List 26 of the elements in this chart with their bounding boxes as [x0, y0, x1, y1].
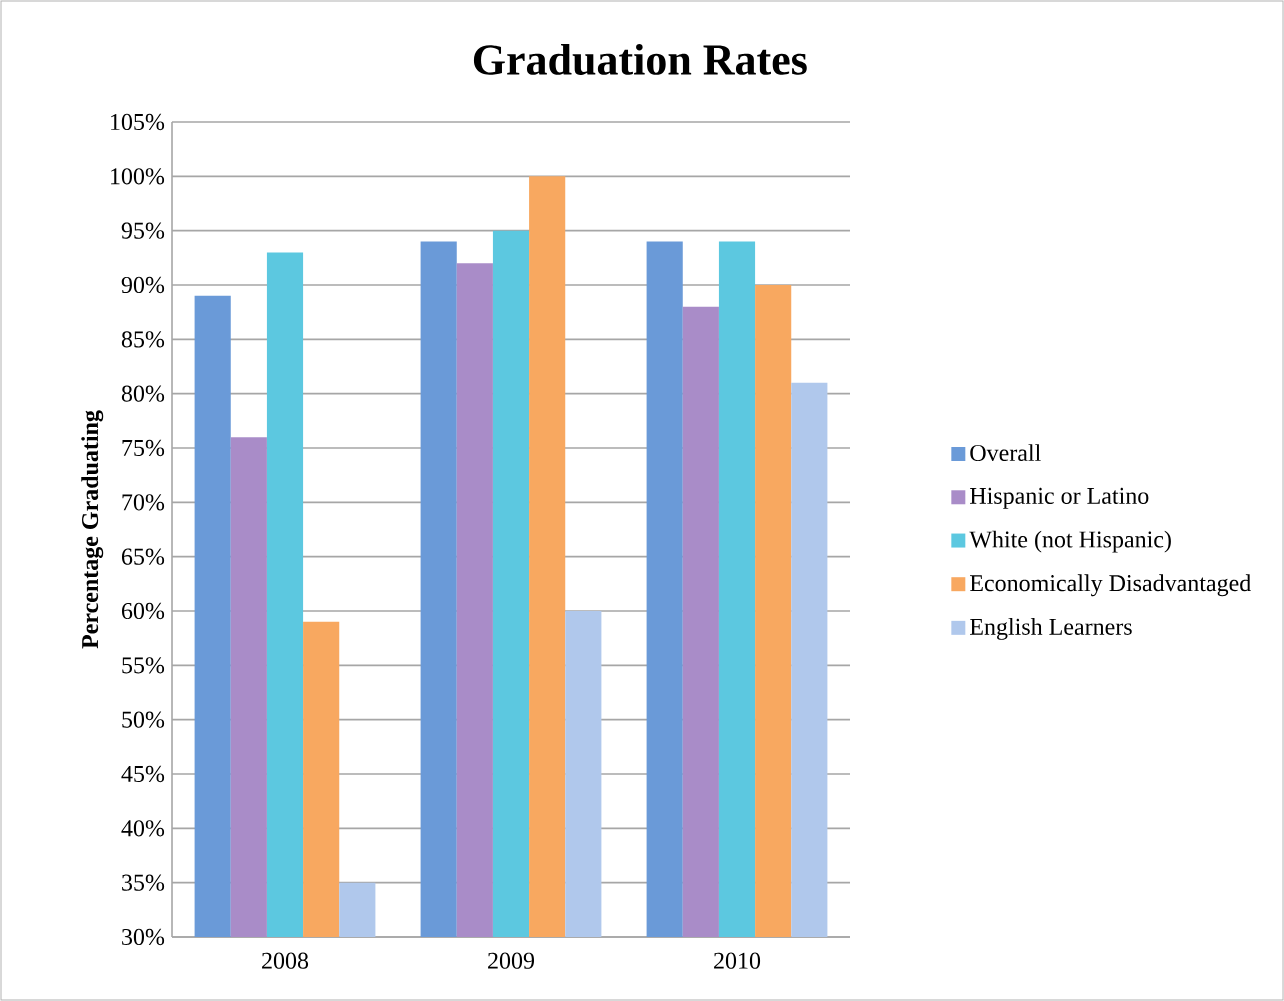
y-tick-label: 40% [121, 820, 165, 837]
x-tick-label: 2010 [714, 952, 761, 969]
y-tick-label: 50% [122, 711, 165, 728]
legend-label: Overall [970, 444, 1041, 462]
y-axis-title: Percentage Graduating [81, 410, 104, 649]
y-tick-label: 90% [121, 276, 165, 294]
y-tick-label: 95% [121, 222, 165, 239]
legend-label: Hispanic or Latino [970, 487, 1149, 509]
y-tick-label: 60% [121, 602, 165, 620]
legend-label: English Learners [970, 618, 1132, 640]
y-tick-label: 55% [122, 657, 165, 674]
legend-label: White (not Hispanic) [969, 530, 1171, 553]
legend-label: Economically Disadvantaged [970, 574, 1251, 597]
y-tick-label: 70% [122, 494, 165, 511]
y-tick-label: 65% [121, 548, 165, 565]
y-tick-label: 100% [111, 168, 165, 185]
y-tick-label: 45% [121, 765, 165, 783]
y-tick-label: 75% [122, 439, 165, 457]
y-tick-label: 80% [121, 385, 165, 402]
y-tick-label: 105% [111, 113, 165, 131]
y-tick-label: 35% [122, 874, 165, 891]
x-tick-label: 2009 [488, 952, 535, 969]
x-tick-label: 2008 [262, 952, 309, 969]
chart-title: Graduation Rates [473, 43, 807, 75]
y-tick-label: 85% [121, 331, 165, 348]
y-tick-label: 30% [122, 928, 165, 946]
